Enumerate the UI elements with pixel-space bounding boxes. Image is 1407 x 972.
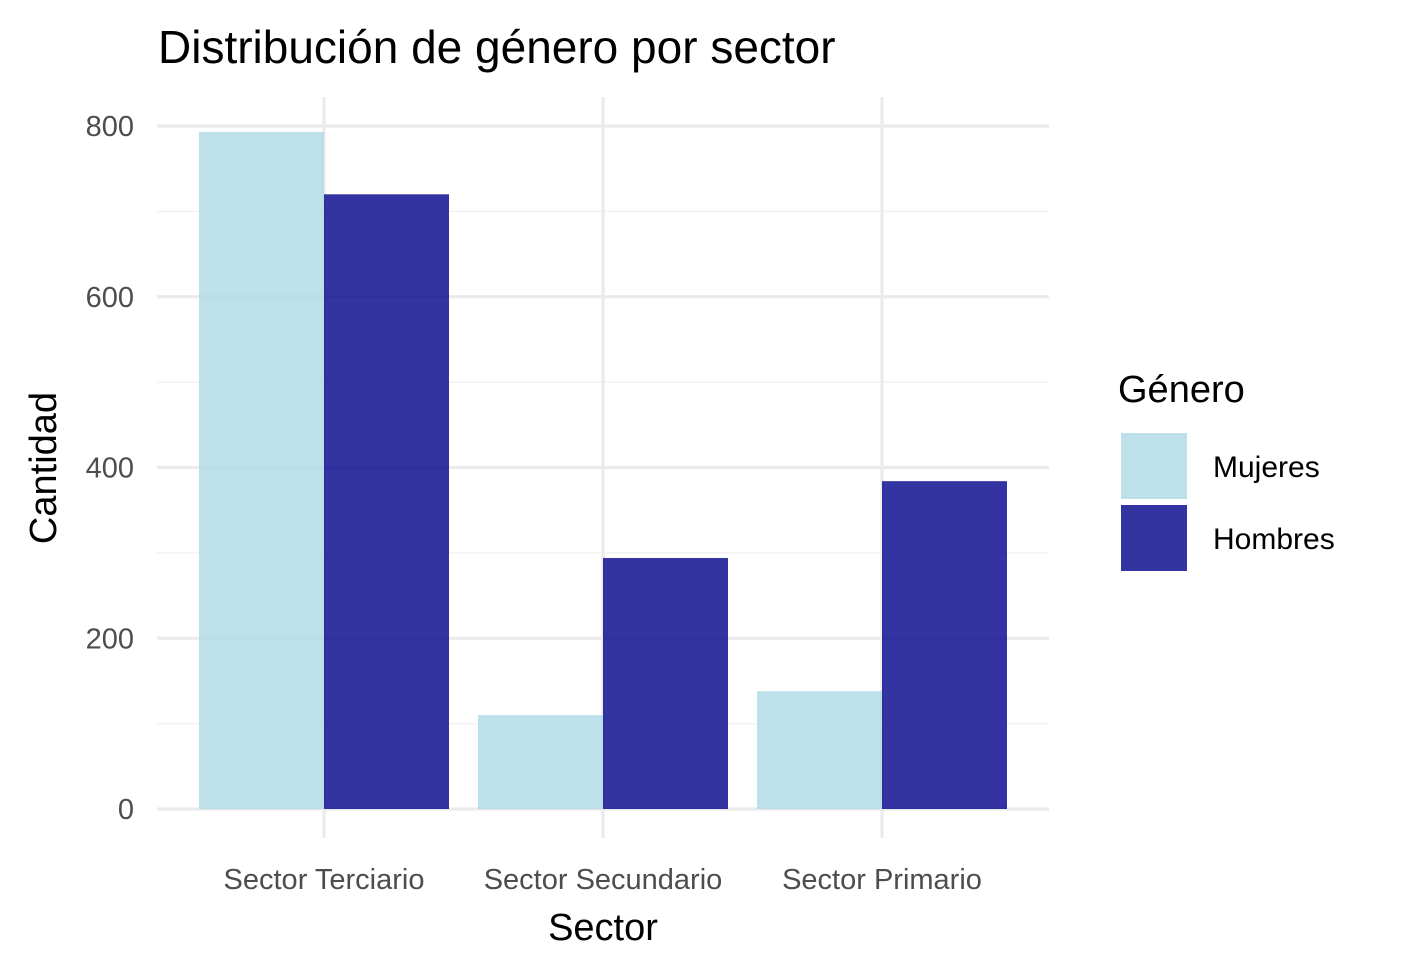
x-tick-label: Sector Secundario bbox=[484, 864, 723, 896]
x-tick-label: Sector Primario bbox=[782, 864, 982, 896]
bar-mujeres-2 bbox=[478, 715, 603, 809]
bar-mujeres-3 bbox=[757, 691, 882, 809]
y-tick-label: 600 bbox=[86, 282, 134, 314]
bar-hombres-3 bbox=[882, 481, 1007, 809]
legend-label-mujeres: Mujeres bbox=[1213, 451, 1320, 484]
bar-mujeres-1 bbox=[199, 131, 324, 809]
legend-title: Género bbox=[1118, 369, 1245, 411]
x-tick-label: Sector Terciario bbox=[224, 864, 425, 896]
y-axis-ticks: 0 200 400 600 800 bbox=[86, 111, 134, 826]
y-tick-label: 800 bbox=[86, 111, 134, 143]
bar-hombres-2 bbox=[603, 557, 728, 809]
y-axis-title: Cantidad bbox=[23, 392, 65, 544]
y-tick-label: 400 bbox=[86, 453, 134, 485]
y-tick-label: 0 bbox=[118, 794, 134, 826]
legend: Género Mujeres Hombres bbox=[1118, 369, 1335, 571]
y-tick-label: 200 bbox=[86, 623, 134, 655]
chart-title: Distribución de género por sector bbox=[158, 21, 836, 73]
legend-key-hombres bbox=[1121, 505, 1187, 571]
bar-hombres-1 bbox=[324, 194, 449, 810]
bars bbox=[199, 131, 1007, 810]
x-axis-title: Sector bbox=[548, 907, 658, 949]
x-axis-ticks: Sector Terciario Sector Secundario Sector … bbox=[224, 864, 982, 896]
legend-label-hombres: Hombres bbox=[1213, 523, 1335, 556]
legend-key-mujeres bbox=[1121, 433, 1187, 499]
